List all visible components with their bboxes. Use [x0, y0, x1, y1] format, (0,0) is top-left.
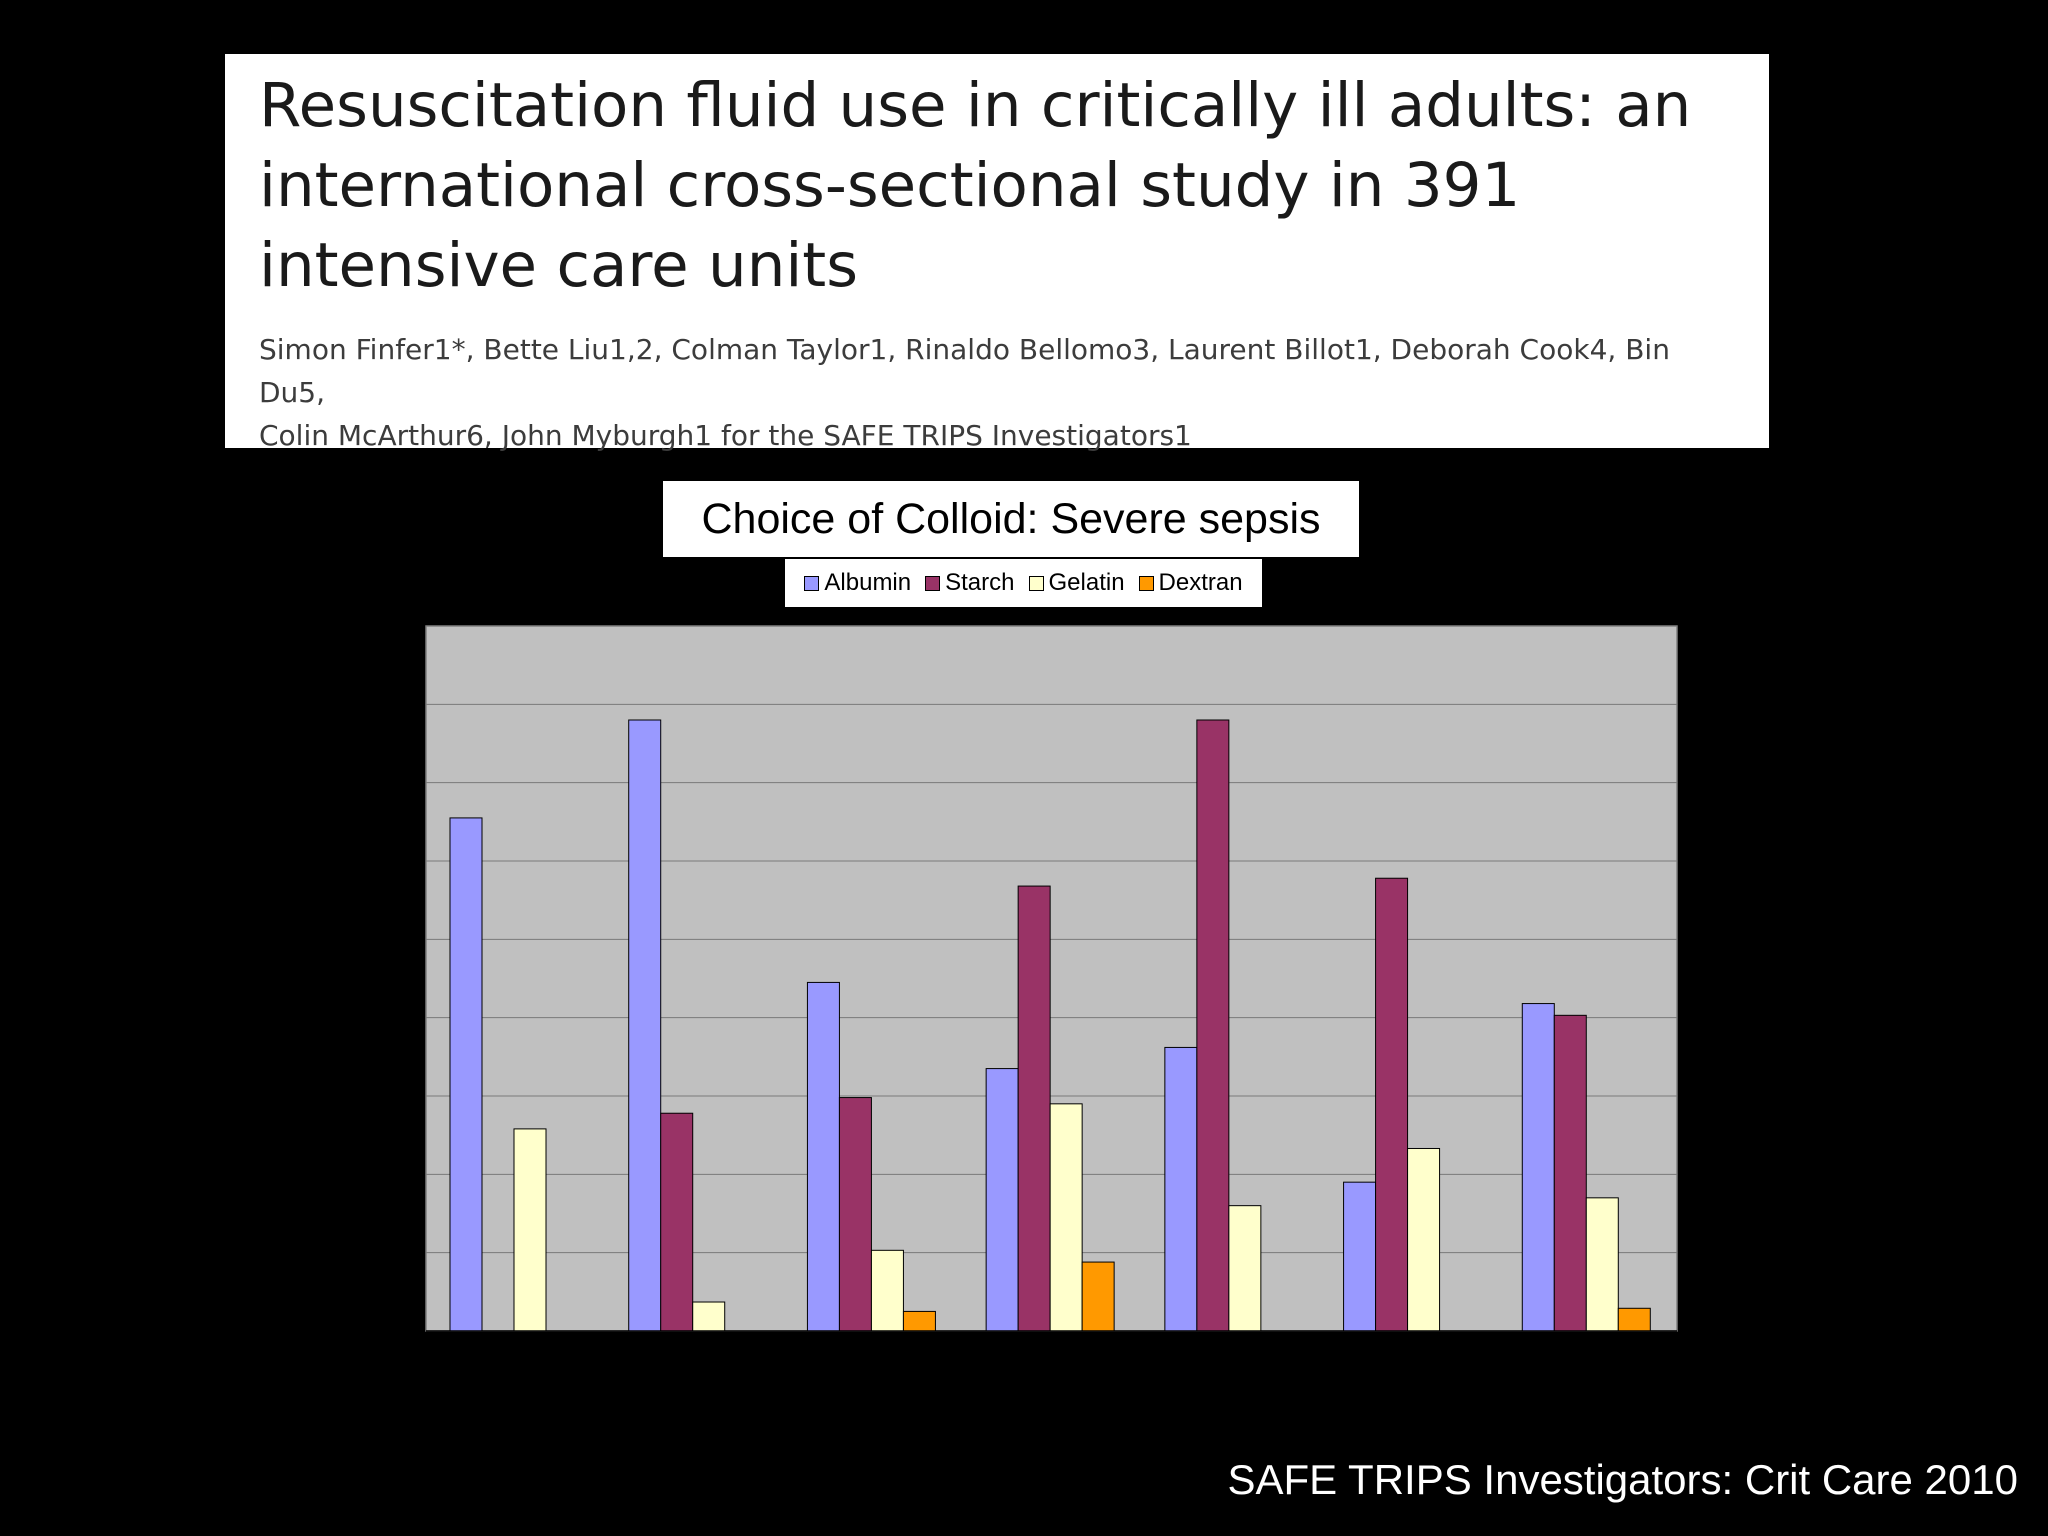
- paper-authors-line-1: Simon Finfer1*, Bette Liu1,2, Colman Tay…: [259, 333, 1670, 409]
- bar-gelatin-3: [870, 1249, 904, 1332]
- bar-gelatin-6: [1407, 1147, 1441, 1332]
- bar-gelatin-1: [513, 1128, 547, 1332]
- bar-starch-4: [1017, 885, 1051, 1332]
- bar-starch-6: [1375, 877, 1409, 1332]
- bar-albumin-1: [449, 817, 483, 1332]
- legend-label-starch: Starch: [945, 569, 1015, 596]
- legend-item-dextran: Dextran: [1138, 569, 1243, 597]
- citation: SAFE TRIPS Investigators: Crit Care 2010: [1227, 1456, 2018, 1503]
- bar-albumin-6: [1343, 1181, 1377, 1332]
- legend-label-gelatin: Gelatin: [1048, 569, 1125, 596]
- bar-gelatin-5: [1228, 1205, 1262, 1332]
- legend-label-albumin: Albumin: [824, 569, 912, 596]
- bar-albumin-5: [1164, 1046, 1198, 1332]
- legend-swatch-albumin: [804, 575, 820, 591]
- bar-albumin-7: [1521, 1003, 1555, 1332]
- bar-dextran-4: [1081, 1261, 1115, 1332]
- legend-item-gelatin: Gelatin: [1028, 569, 1125, 597]
- bar-gelatin-7: [1585, 1197, 1619, 1332]
- legend-item-starch: Starch: [925, 569, 1015, 597]
- bar-starch-3: [838, 1097, 872, 1332]
- legend-item-albumin: Albumin: [804, 569, 911, 597]
- paper-authors-line-2: Colin McArthur6, John Myburgh1 for the S…: [259, 419, 1192, 452]
- paper-header: Resuscitation fluid use in critically il…: [225, 54, 1769, 452]
- bar-dextran-3: [902, 1310, 936, 1332]
- chart-title: Choice of Colloid: Severe sepsis: [663, 481, 1359, 557]
- legend-swatch-gelatin: [1028, 575, 1044, 591]
- chart-legend: Albumin Starch Gelatin Dextran: [785, 559, 1262, 607]
- paper-title: Resuscitation fluid use in critically il…: [259, 70, 1692, 301]
- bar-starch-5: [1196, 719, 1230, 1332]
- paper-authors: Simon Finfer1*, Bette Liu1,2, Colman Tay…: [259, 328, 1735, 457]
- bar-gelatin-4: [1049, 1103, 1083, 1332]
- bar-gelatin-2: [692, 1301, 726, 1332]
- bar-starch-7: [1553, 1014, 1587, 1332]
- bar-albumin-2: [628, 719, 662, 1332]
- bar-dextran-7: [1617, 1307, 1651, 1332]
- bar-albumin-4: [985, 1068, 1019, 1332]
- bar-albumin-3: [806, 981, 840, 1332]
- legend-label-dextran: Dextran: [1158, 569, 1243, 596]
- legend-swatch-dextran: [1138, 575, 1154, 591]
- bar-starch-2: [660, 1112, 694, 1332]
- legend-swatch-starch: [925, 575, 941, 591]
